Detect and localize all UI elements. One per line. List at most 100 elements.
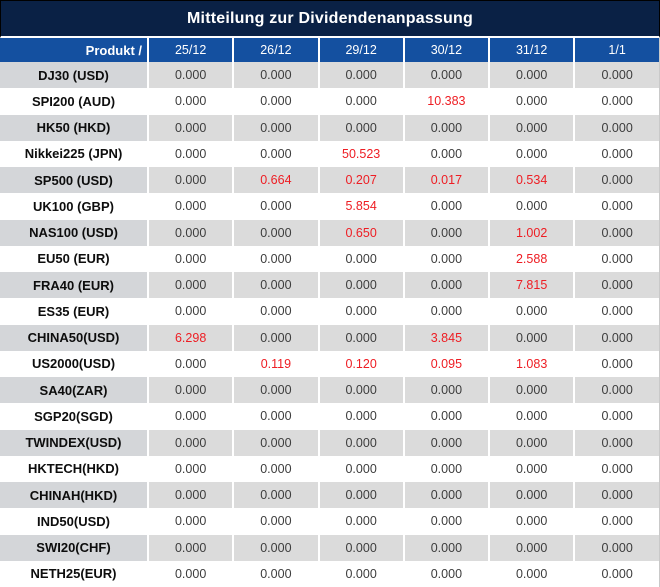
value-cell: 0.000 — [573, 508, 660, 535]
value-cell: 0.000 — [146, 62, 234, 89]
table-header-row: Produkt / 25/12 26/12 29/12 30/12 31/12 … — [0, 38, 660, 62]
value-cell: 0.000 — [402, 560, 489, 587]
product-cell: NAS100 (USD) — [0, 219, 148, 246]
value-cell: 0.000 — [232, 219, 319, 246]
table-row: UK100 (GBP) 0.000 0.000 5.854 0.000 0.000 0.00… — [0, 193, 660, 220]
product-cell: SGP20(SGD) — [0, 403, 148, 430]
table-row: ES35 (EUR) 0.000 0.000 0.000 0.000 0.000 0.000 — [0, 298, 660, 325]
value-cell: 1.002 — [487, 219, 575, 246]
value-cell: 0.000 — [317, 298, 404, 325]
value-cell: 0.000 — [317, 560, 404, 587]
value-cell: 0.664 — [232, 167, 319, 194]
product-cell: IND50(USD) — [0, 508, 148, 535]
value-cell: 7.815 — [487, 272, 575, 299]
value-cell: 0.000 — [232, 193, 319, 220]
value-cell: 0.000 — [402, 403, 489, 430]
value-cell: 0.000 — [487, 560, 575, 587]
table-row: DJ30 (USD) 0.000 0.000 0.000 0.000 0.000 0.000 — [0, 62, 660, 89]
table-row: Nikkei225 (JPN) 0.000 0.000 50.523 0.000 0.00… — [0, 140, 660, 167]
table-row: SP500 (USD) 0.000 0.664 0.207 0.017 0.534 0.00… — [0, 167, 660, 194]
value-cell: 0.000 — [146, 403, 234, 430]
value-cell: 0.000 — [573, 62, 660, 89]
value-cell: 0.000 — [402, 193, 489, 220]
value-cell: 0.000 — [317, 534, 404, 561]
value-cell: 0.000 — [487, 140, 575, 167]
value-cell: 0.000 — [232, 140, 319, 167]
value-cell: 2.588 — [487, 245, 575, 272]
date-column-header: 25/12 — [146, 38, 234, 62]
value-cell: 0.000 — [487, 193, 575, 220]
value-cell: 0.000 — [573, 429, 660, 456]
value-cell: 0.000 — [232, 403, 319, 430]
value-cell: 0.000 — [573, 167, 660, 194]
value-cell: 0.000 — [573, 88, 660, 115]
value-cell: 0.000 — [146, 219, 234, 246]
value-cell: 0.000 — [487, 508, 575, 535]
value-cell: 0.000 — [232, 324, 319, 351]
value-cell: 0.000 — [232, 88, 319, 115]
value-cell: 0.000 — [232, 245, 319, 272]
value-cell: 0.000 — [487, 62, 575, 89]
value-cell: 0.000 — [487, 403, 575, 430]
value-cell: 0.000 — [146, 167, 234, 194]
table-row: US2000(USD) 0.000 0.119 0.120 0.095 1.083 0.00… — [0, 350, 660, 377]
value-cell: 0.000 — [402, 298, 489, 325]
value-cell: 0.000 — [146, 508, 234, 535]
value-cell: 0.000 — [402, 508, 489, 535]
value-cell: 0.000 — [146, 350, 234, 377]
table-row: HK50 (HKD) 0.000 0.000 0.000 0.000 0.000 0.000 — [0, 114, 660, 141]
value-cell: 0.000 — [317, 455, 404, 482]
value-cell: 0.000 — [232, 482, 319, 509]
table-row: SWI20(CHF) 0.000 0.000 0.000 0.000 0.000 0.000 — [0, 534, 660, 561]
value-cell: 3.845 — [402, 324, 489, 351]
value-cell: 0.000 — [317, 245, 404, 272]
value-cell: 0.000 — [573, 534, 660, 561]
value-cell: 0.000 — [402, 62, 489, 89]
value-cell: 0.000 — [487, 298, 575, 325]
table-row: TWINDEX(USD) 0.000 0.000 0.000 0.000 0.000 0.0… — [0, 429, 660, 456]
value-cell: 0.207 — [317, 167, 404, 194]
value-cell: 0.000 — [573, 114, 660, 141]
product-cell: FRA40 (EUR) — [0, 272, 148, 299]
product-cell: SWI20(CHF) — [0, 534, 148, 561]
value-cell: 0.119 — [232, 350, 319, 377]
value-cell: 0.000 — [573, 298, 660, 325]
product-cell: US2000(USD) — [0, 350, 148, 377]
value-cell: 0.000 — [487, 324, 575, 351]
product-cell: ES35 (EUR) — [0, 298, 148, 325]
value-cell: 0.000 — [402, 219, 489, 246]
product-cell: CHINA50(USD) — [0, 324, 148, 351]
value-cell: 10.383 — [402, 88, 489, 115]
value-cell: 0.000 — [487, 114, 575, 141]
table-row: NAS100 (USD) 0.000 0.000 0.650 0.000 1.002 0.0… — [0, 219, 660, 246]
product-cell: EU50 (EUR) — [0, 245, 148, 272]
value-cell: 0.000 — [402, 534, 489, 561]
dividend-table: Produkt / 25/12 26/12 29/12 30/12 31/12 … — [0, 38, 660, 587]
product-cell: SA40(ZAR) — [0, 377, 148, 404]
value-cell: 0.000 — [146, 114, 234, 141]
notice-title: Mitteilung zur Dividendenanpassung — [187, 9, 473, 27]
value-cell: 0.000 — [232, 455, 319, 482]
value-cell: 0.120 — [317, 350, 404, 377]
value-cell: 0.000 — [573, 219, 660, 246]
product-cell: HK50 (HKD) — [0, 114, 148, 141]
value-cell: 0.000 — [573, 350, 660, 377]
value-cell: 0.095 — [402, 350, 489, 377]
value-cell: 0.000 — [402, 377, 489, 404]
value-cell: 0.000 — [487, 377, 575, 404]
value-cell: 0.000 — [146, 377, 234, 404]
date-column-header: 29/12 — [317, 38, 404, 62]
value-cell: 0.000 — [487, 534, 575, 561]
value-cell: 0.000 — [573, 140, 660, 167]
table-row: FRA40 (EUR) 0.000 0.000 0.000 0.000 7.815 0.00… — [0, 272, 660, 299]
table-row: CHINA50(USD) 6.298 0.000 0.000 3.845 0.000 0.0… — [0, 324, 660, 351]
value-cell: 0.000 — [146, 560, 234, 587]
value-cell: 0.000 — [146, 245, 234, 272]
value-cell: 0.000 — [146, 429, 234, 456]
value-cell: 0.000 — [146, 193, 234, 220]
table-row: SA40(ZAR) 0.000 0.000 0.000 0.000 0.000 0.000 — [0, 377, 660, 404]
value-cell: 0.000 — [402, 245, 489, 272]
product-cell: Nikkei225 (JPN) — [0, 140, 148, 167]
product-cell: CHINAH(HKD) — [0, 482, 148, 509]
value-cell: 5.854 — [317, 193, 404, 220]
